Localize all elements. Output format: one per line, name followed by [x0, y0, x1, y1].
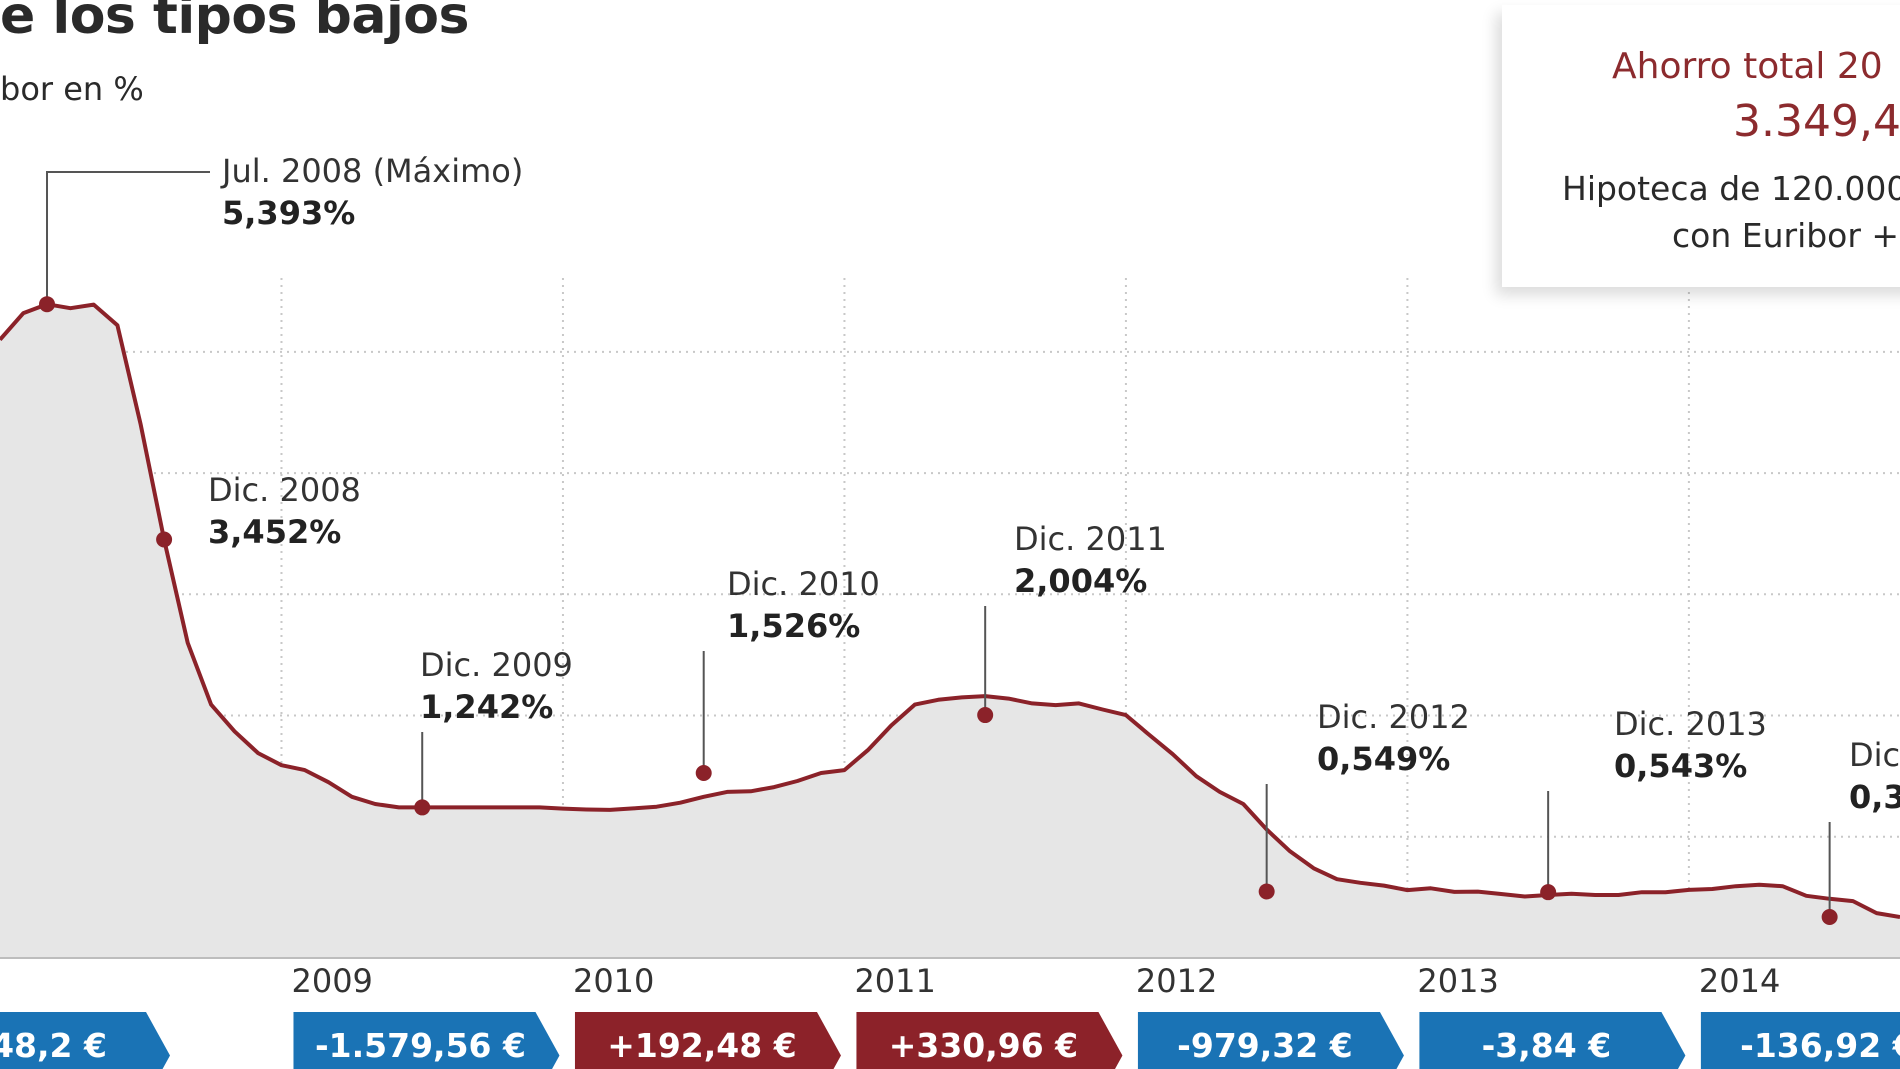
- annotation-marker: [695, 765, 712, 782]
- savings-badge: [1137, 1012, 1404, 1069]
- savings-badge-value: +330,96 €: [889, 1026, 1078, 1065]
- infobox-total-value: 3.349,4: [1733, 96, 1900, 147]
- infobox-euribor-text: con Euribor +: [1672, 216, 1900, 255]
- year-tick-label: 2009: [291, 962, 372, 1000]
- annotation-marker: [39, 296, 56, 313]
- series-area: [0, 304, 1900, 958]
- savings-badge: [293, 1012, 560, 1069]
- annotation-value: 3,452%: [208, 513, 341, 551]
- chart-title: e los tipos bajos: [0, 0, 469, 46]
- year-tick-label: 2010: [573, 962, 654, 1000]
- infobox-title: Ahorro total 20: [1612, 46, 1883, 87]
- savings-badge: [856, 1012, 1123, 1069]
- infobox-mortgage-text: Hipoteca de 120.000: [1562, 169, 1900, 208]
- line-layer: [0, 302, 1900, 919]
- annotation-marker: [1258, 883, 1275, 900]
- annotations: Jul. 2008 (Máximo) 5,393% Dic. 2008 3,452% D…: [39, 152, 1900, 926]
- annotation-label: Dic. 2009: [420, 646, 573, 684]
- annotation-marker: [414, 799, 431, 816]
- savings-badge-value: 48,2 €: [0, 1026, 107, 1065]
- year-tick-label: 2012: [1136, 962, 1217, 1000]
- annotation-label: Dic. 2008: [208, 471, 361, 509]
- annotation-value: 2,004%: [1014, 562, 1147, 600]
- savings-badge-value: -136,92 €: [1740, 1026, 1900, 1065]
- annotation-value: 1,242%: [420, 688, 553, 726]
- annotation-value: 0,543%: [1614, 747, 1747, 785]
- annotation-value: 5,393%: [222, 194, 355, 232]
- year-tick-label: 2013: [1417, 962, 1498, 1000]
- area-layer: [0, 304, 1900, 958]
- annotation-marker: [156, 531, 173, 548]
- annotation-leader: [46, 171, 210, 303]
- annotation-marker: [1821, 909, 1838, 926]
- savings-badge: [1700, 1012, 1900, 1069]
- annotation-label: Dic. 2011: [1014, 520, 1167, 558]
- annotation-value: 1,526%: [727, 607, 860, 645]
- savings-badge: [574, 1012, 841, 1069]
- annotation-marker: [977, 707, 994, 724]
- annotation-label: Dic. 2013: [1614, 705, 1767, 743]
- savings-badge-value: +192,48 €: [607, 1026, 796, 1065]
- savings-badge-value: -3,84 €: [1482, 1026, 1612, 1065]
- year-tick-label: 2011: [854, 962, 935, 1000]
- annotation-value: 0,3: [1849, 778, 1900, 816]
- annotation-label: Jul. 2008 (Máximo): [220, 152, 523, 190]
- chart-subtitle: bor en %: [0, 70, 144, 108]
- annotation-marker: [1540, 884, 1557, 901]
- annotation-label: Dic. 2012: [1317, 698, 1470, 736]
- year-axis: 2009 2010 2011 2012 2013 2014: [0, 957, 1900, 1000]
- savings-badges: 48,2 € -1.579,56 € +192,48 € +330,96 € -979,…: [0, 1012, 1900, 1069]
- annotation-value: 0,549%: [1317, 740, 1450, 778]
- savings-badge: [0, 1012, 170, 1069]
- savings-infobox: [1502, 5, 1900, 287]
- annotation-label: Dic: [1849, 736, 1900, 774]
- savings-badge: [1419, 1012, 1686, 1069]
- year-tick-label: 2014: [1699, 962, 1780, 1000]
- annotation-label: Dic. 2010: [727, 565, 880, 603]
- savings-badge-value: -1.579,56 €: [315, 1026, 526, 1065]
- series-line: [0, 302, 1900, 919]
- savings-badge-value: -979,32 €: [1177, 1026, 1353, 1065]
